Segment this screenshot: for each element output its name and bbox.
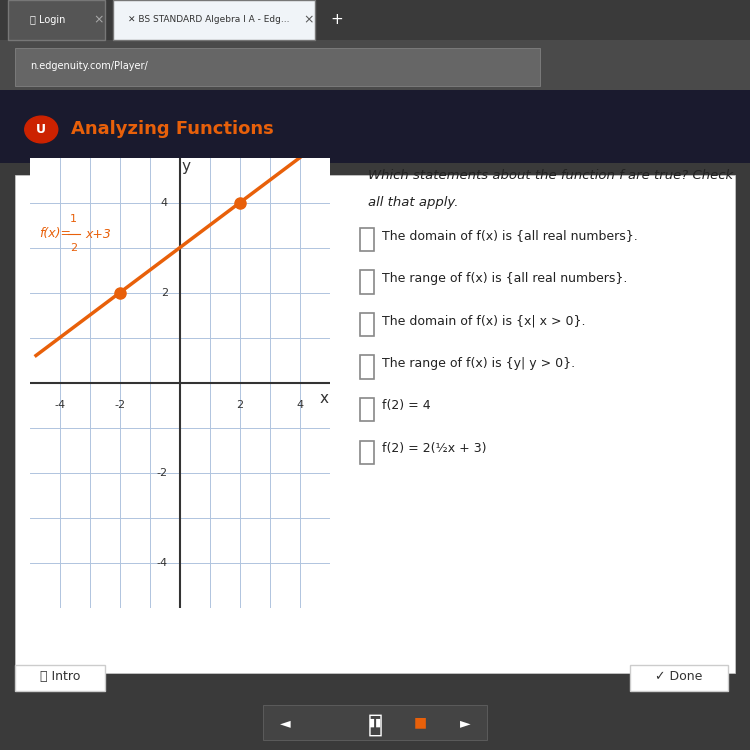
Text: 2: 2 [160,287,168,298]
Bar [0,40,750,90]
Bar [15,664,105,692]
Text: n.edgenuity.com/Player/: n.edgenuity.com/Player/ [30,61,148,70]
Text: f(x)=: f(x)= [39,227,71,241]
Text: ✕ BS STANDARD Algebra I A - Edg...: ✕ BS STANDARD Algebra I A - Edg... [128,15,289,24]
Circle shape [25,116,58,142]
Text: Warm-Up: Warm-Up [30,161,75,171]
Text: x: x [320,391,328,406]
Text: 2: 2 [236,400,244,410]
Text: Which statements about the function f are true? Check: Which statements about the function f ar… [368,169,733,182]
Text: The domain of f(x) is {all real numbers}.: The domain of f(x) is {all real numbers}… [382,230,638,242]
Text: ►: ► [460,716,470,730]
Text: U: U [36,123,46,136]
Bar [0,90,750,163]
Text: Analyzing Functions: Analyzing Functions [71,121,274,139]
Text: 🔊 Intro: 🔊 Intro [40,670,80,683]
Polygon shape [8,0,105,40]
Text: x+3: x+3 [86,227,111,241]
Bar [15,48,540,86]
Text: -2: -2 [115,400,125,410]
Polygon shape [112,0,315,40]
Bar [630,664,728,692]
Text: The domain of f(x) is {x| x > 0}.: The domain of f(x) is {x| x > 0}. [382,314,586,327]
Bar [360,440,374,464]
Text: -4: -4 [55,400,65,410]
Text: 4: 4 [160,197,168,208]
Text: -4: -4 [157,557,168,568]
Text: 2: 2 [70,243,77,253]
Text: ▮▮: ▮▮ [369,718,381,728]
Bar [262,705,488,740]
Bar [360,398,374,421]
Text: The range of f(x) is {all real numbers}.: The range of f(x) is {all real numbers}. [382,272,628,285]
Text: y: y [182,159,190,174]
Text: -2: -2 [157,467,168,478]
Bar [15,175,735,674]
Text: ■: ■ [413,716,427,730]
Bar [360,271,374,293]
Text: ◄: ◄ [280,716,290,730]
Text: 1: 1 [70,214,77,224]
Text: ✓ Done: ✓ Done [655,670,703,683]
Text: all that apply.: all that apply. [368,196,458,209]
Bar [360,356,374,379]
Text: +: + [330,12,343,27]
Text: 🔒 Login: 🔒 Login [30,15,65,25]
Text: f(2) = 4: f(2) = 4 [382,400,431,412]
Bar [360,228,374,251]
Text: The range of f(x) is {y| y > 0}.: The range of f(x) is {y| y > 0}. [382,357,576,370]
Text: 🌐: 🌐 [368,712,382,736]
Bar [360,313,374,336]
Text: f(2) = 2(½x + 3): f(2) = 2(½x + 3) [382,442,487,455]
Text: 4: 4 [296,400,304,410]
Text: ×: × [94,13,104,26]
Text: ×: × [304,13,314,26]
